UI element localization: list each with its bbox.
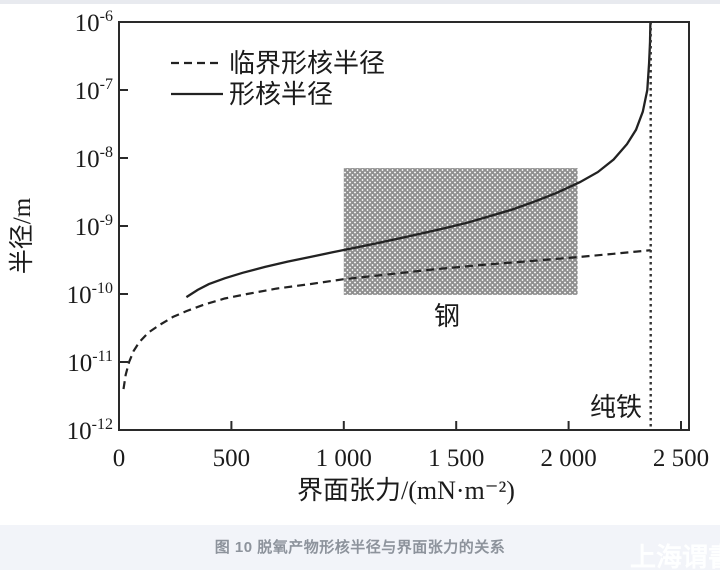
series-dashed-curve	[122, 249, 651, 390]
figure-caption: 图 10 脱氧产物形核半径与界面张力的关系	[214, 539, 506, 556]
y-tick-label: 10-12	[67, 416, 113, 445]
x-tick-label: 2 500	[653, 445, 709, 472]
caption-bar: 图 10 脱氧产物形核半径与界面张力的关系	[0, 525, 720, 570]
x-tick-label: 0	[113, 445, 126, 472]
y-tick-label: 10-10	[67, 280, 113, 309]
y-tick-label: 10-11	[67, 348, 113, 377]
figure-container: 0 500 1 000 1 500 2 000 2 500 10-6 10-7 10-8 10-9…	[8, 8, 709, 505]
y-tick-label: 10-6	[75, 8, 113, 37]
y-tick-label: 10-9	[75, 212, 113, 241]
y-tick-label: 10-8	[75, 144, 113, 173]
pure-iron-label: 纯铁	[590, 393, 642, 422]
steel-label: 钢	[434, 302, 460, 331]
legend-label: 形核半径	[229, 80, 333, 109]
x-tick-label: 500	[213, 445, 251, 472]
page-top-edge	[0, 0, 720, 4]
y-tick-label: 10-7	[75, 76, 113, 105]
x-tick-label: 1 500	[428, 445, 484, 472]
figure-chart: 0 500 1 000 1 500 2 000 2 500 10-6 10-7 10-8 10-9…	[8, 8, 709, 505]
x-axis-title: 界面张力/(mN·m⁻²)	[297, 476, 515, 505]
x-tick-label: 2 000	[540, 445, 596, 472]
x-tick-label: 1 000	[316, 445, 372, 472]
legend-label: 临界形核半径	[229, 49, 385, 78]
y-axis-title: 半径/m	[8, 197, 36, 274]
steel-region-hatch	[343, 168, 578, 295]
series-solid-curve	[185, 21, 652, 299]
